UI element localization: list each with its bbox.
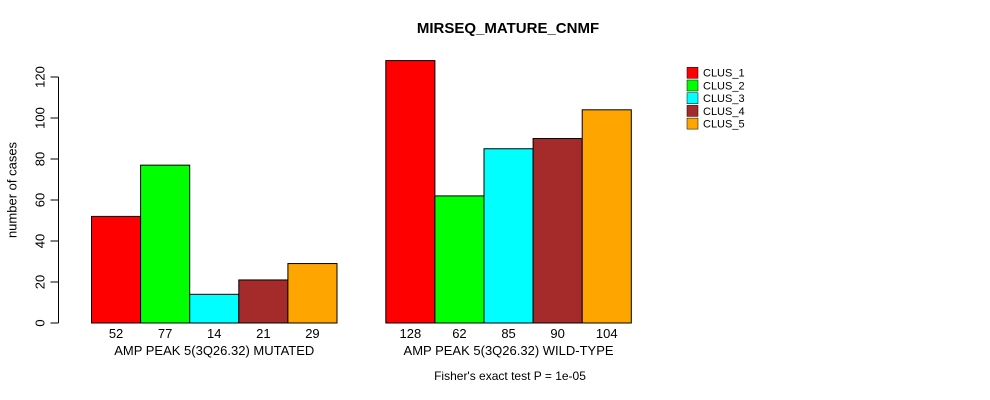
group-label: AMP PEAK 5(3Q26.32) MUTATED [114, 343, 314, 358]
y-axis-tick-label: 60 [33, 193, 48, 207]
y-axis-tick-label: 0 [33, 319, 48, 326]
bar-clus_1-group2 [385, 60, 436, 324]
bar-value-label: 77 [158, 326, 172, 341]
group-label: AMP PEAK 5(3Q26.32) WILD-TYPE [404, 343, 614, 358]
bar-value-label: 128 [399, 326, 421, 341]
bar-clus_3-group2 [483, 148, 534, 324]
bar-clus_5-group2 [581, 109, 632, 324]
bar-value-label: 14 [207, 326, 221, 341]
legend-label: CLUS_3 [703, 93, 745, 105]
bar-clus_4-group2 [532, 138, 583, 324]
y-axis-tick-label: 80 [33, 152, 48, 166]
legend-label: CLUS_2 [703, 80, 745, 92]
bar-clus_2-group1 [140, 164, 191, 324]
legend-label: CLUS_5 [703, 118, 745, 130]
bar-value-label: 85 [501, 326, 515, 341]
chart-title: MIRSEQ_MATURE_CNMF [416, 20, 600, 37]
bar-value-label: 21 [256, 326, 270, 341]
legend-label: CLUS_4 [703, 106, 745, 118]
legend-swatch-clus_5 [686, 117, 699, 130]
legend-swatch-clus_1 [686, 67, 699, 79]
bar-clus_5-group1 [287, 263, 338, 324]
legend-swatch-clus_2 [686, 79, 699, 92]
fisher-test-caption: Fisher's exact test P = 1e-05 [434, 369, 586, 383]
bar-clus_2-group2 [434, 195, 485, 324]
y-axis-tick-label: 120 [33, 66, 48, 88]
y-axis-tick-label: 20 [33, 275, 48, 289]
y-axis-title: number of cases [5, 141, 20, 238]
bar-value-label: 52 [109, 326, 123, 341]
bar-clus_3-group1 [189, 293, 240, 324]
legend-swatch-clus_4 [686, 105, 699, 117]
bar-value-label: 29 [305, 326, 319, 341]
y-axis-tick-label: 100 [33, 107, 48, 129]
legend-label: CLUS_1 [703, 68, 745, 80]
y-axis-tick-label: 40 [33, 234, 48, 248]
legend-swatch-clus_3 [686, 92, 699, 104]
bar-clus_1-group1 [91, 215, 142, 324]
bar-value-label: 90 [550, 326, 564, 341]
bar-clus_4-group1 [238, 279, 289, 324]
bar-value-label: 104 [596, 326, 618, 341]
bar-value-label: 62 [452, 326, 466, 341]
